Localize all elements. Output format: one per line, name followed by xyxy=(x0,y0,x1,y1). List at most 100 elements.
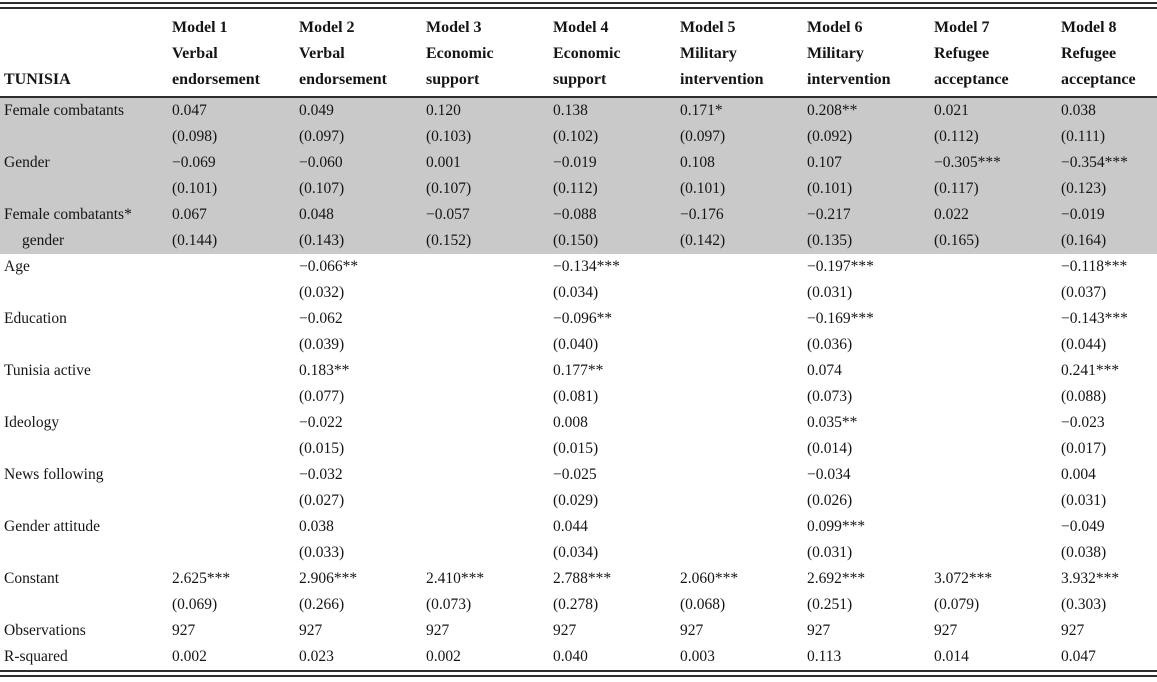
coef-cell xyxy=(934,358,1061,384)
coef-cell: −0.062 xyxy=(299,310,343,327)
coef-cell: 3.932*** xyxy=(1061,570,1120,587)
se-cell: (0.073) xyxy=(426,596,472,613)
se-cell xyxy=(680,280,807,306)
coef-cell: 0.044 xyxy=(553,518,588,535)
se-cell: (0.101) xyxy=(680,176,807,202)
coef-cell: 0.021 xyxy=(934,97,1061,124)
column-header-model-4: Model 4 Economic support xyxy=(553,9,680,98)
column-header-model-3: Model 3 Economic support xyxy=(426,9,553,98)
se-cell xyxy=(426,332,553,358)
column-header-text: support xyxy=(426,71,480,88)
coef-cell: −0.049 xyxy=(1061,518,1105,535)
se-cell: (0.098) xyxy=(172,124,299,150)
stats-cell: 0.002 xyxy=(426,648,461,665)
coef-cell xyxy=(426,254,553,280)
row-sublabel xyxy=(0,384,172,410)
column-header-text: support xyxy=(553,71,607,88)
se-cell xyxy=(934,280,1061,306)
column-header-text: Economic xyxy=(553,45,621,62)
se-cell: (0.107) xyxy=(299,176,426,202)
se-cell: (0.097) xyxy=(299,124,426,150)
rule-line xyxy=(0,7,1157,9)
se-cell: (0.015) xyxy=(299,440,345,457)
coef-cell: −0.088 xyxy=(553,202,680,228)
column-header-text: Model 7 xyxy=(934,19,990,36)
column-header-text: Verbal xyxy=(172,45,218,62)
table-row-se: (0.032) (0.034) (0.031) (0.037) xyxy=(0,280,1157,306)
se-cell: (0.123) xyxy=(1061,176,1157,202)
se-cell xyxy=(934,540,1061,566)
stats-cell: 0.014 xyxy=(934,648,969,665)
rule-line xyxy=(0,2,1157,4)
coef-cell: −0.023 xyxy=(1061,414,1105,431)
coef-cell: −0.057 xyxy=(426,202,553,228)
se-cell: (0.117) xyxy=(934,176,1061,202)
coef-cell: −0.019 xyxy=(1061,202,1157,228)
column-header-text: acceptance xyxy=(1061,71,1136,88)
se-cell: (0.038) xyxy=(1061,544,1107,561)
coef-cell xyxy=(934,254,1061,280)
se-cell: (0.111) xyxy=(1061,124,1157,150)
coef-cell: 2.692*** xyxy=(807,570,866,587)
se-cell xyxy=(680,384,807,410)
coef-cell xyxy=(172,358,299,384)
row-label: Ideology xyxy=(4,414,60,431)
table-row-se: (0.077) (0.081) (0.073) (0.088) xyxy=(0,384,1157,410)
se-cell: (0.103) xyxy=(426,124,553,150)
coef-cell: 2.788*** xyxy=(553,570,612,587)
se-cell xyxy=(172,384,299,410)
regression-table: TUNISIA Model 1 Verbal endorsement Model 2 Ve… xyxy=(0,9,1157,670)
coef-cell: −0.134*** xyxy=(553,258,620,275)
coef-cell xyxy=(426,358,553,384)
coef-cell xyxy=(172,462,299,488)
coef-cell xyxy=(680,254,807,280)
coef-cell xyxy=(172,254,299,280)
se-cell: (0.036) xyxy=(807,336,853,353)
coef-cell: 0.108 xyxy=(680,150,807,176)
row-sublabel xyxy=(0,488,172,514)
coef-cell: −0.143*** xyxy=(1061,310,1128,327)
se-cell: (0.015) xyxy=(553,440,599,457)
se-cell: (0.027) xyxy=(299,492,345,509)
se-cell: (0.107) xyxy=(426,176,553,202)
column-header-text: Verbal xyxy=(299,45,345,62)
se-cell: (0.143) xyxy=(299,228,426,254)
se-cell: (0.081) xyxy=(553,388,599,405)
coef-cell xyxy=(934,410,1061,436)
coef-cell xyxy=(680,358,807,384)
coef-cell: −0.217 xyxy=(807,202,934,228)
column-header-text: Economic xyxy=(426,45,494,62)
se-cell: (0.040) xyxy=(553,336,599,353)
se-cell: (0.029) xyxy=(553,492,599,509)
se-cell: (0.152) xyxy=(426,228,553,254)
table-row-se: (0.101) (0.107) (0.107) (0.112) (0.101) (0.10… xyxy=(0,176,1157,202)
table-row-se: (0.098) (0.097) (0.103) (0.102) (0.097) (0.09… xyxy=(0,124,1157,150)
se-cell xyxy=(426,384,553,410)
coef-cell: −0.066** xyxy=(299,258,359,275)
column-header-text: endorsement xyxy=(299,71,387,88)
coef-cell xyxy=(426,514,553,540)
column-header-text: endorsement xyxy=(172,71,260,88)
se-cell xyxy=(426,540,553,566)
se-cell: (0.034) xyxy=(553,284,599,301)
se-cell: (0.303) xyxy=(1061,596,1107,613)
row-sublabel xyxy=(0,540,172,566)
se-cell: (0.088) xyxy=(1061,388,1107,405)
se-cell: (0.144) xyxy=(172,228,299,254)
coef-cell xyxy=(426,410,553,436)
table-corner-title: TUNISIA xyxy=(0,9,172,98)
se-cell: (0.251) xyxy=(807,596,853,613)
row-label: Tunisia active xyxy=(4,362,91,379)
column-header-text: Refugee xyxy=(1061,45,1117,62)
se-cell xyxy=(680,436,807,462)
row-sublabel xyxy=(0,332,172,358)
table-row-coef: Gender attitude 0.038 0.044 0.099*** −0.049 xyxy=(0,514,1157,540)
coef-cell: −0.176 xyxy=(680,202,807,228)
coef-cell xyxy=(680,410,807,436)
se-cell: (0.150) xyxy=(553,228,680,254)
se-cell: (0.026) xyxy=(807,492,853,509)
row-sublabel xyxy=(0,280,172,306)
row-label: Gender attitude xyxy=(4,518,100,535)
column-header-model-1: Model 1 Verbal endorsement xyxy=(172,9,299,98)
se-cell xyxy=(426,436,553,462)
